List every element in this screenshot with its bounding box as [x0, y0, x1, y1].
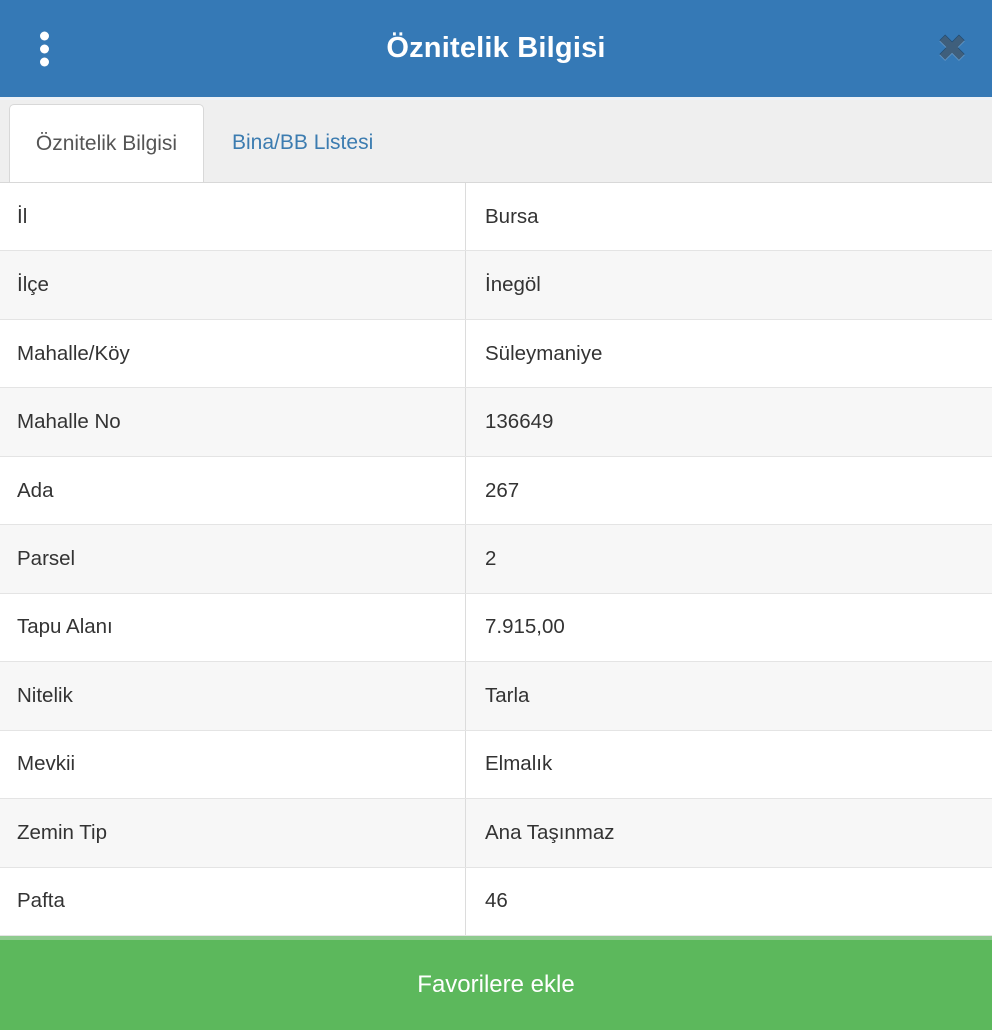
close-icon[interactable]: ✖ [936, 27, 968, 70]
attribute-value: Tarla [485, 683, 530, 707]
attribute-value: 46 [485, 889, 508, 913]
attribute-value: İnegöl [485, 273, 541, 297]
attribute-value: Ana Taşınmaz [485, 820, 615, 844]
tab-oznitelik-bilgisi[interactable]: Öznitelik Bilgisi [9, 104, 204, 182]
attribute-label: Nitelik [0, 662, 466, 730]
tab-bar: Öznitelik Bilgisi Bina/BB Listesi [0, 97, 992, 183]
attribute-label: Parsel [0, 525, 466, 593]
attribute-value: Elmalık [485, 752, 553, 776]
attribute-label: Zemin Tip [0, 799, 466, 867]
tab-bina-bb-listesi[interactable]: Bina/BB Listesi [204, 104, 401, 182]
attribute-label: Mahalle/Köy [0, 319, 466, 388]
add-to-favorites-button[interactable]: Favorilere ekle [0, 936, 992, 1030]
attribute-label: Mevkii [0, 730, 466, 799]
table-row: Mahalle/Köy Süleymaniye [0, 319, 992, 389]
attribute-value: Süleymaniye [485, 341, 603, 365]
attribute-label: Tapu Alanı [0, 593, 466, 662]
attribute-table: İl Bursa İlçe İnegöl Mahalle/Köy Süleymaniye M… [0, 183, 992, 936]
kebab-menu-icon[interactable] [40, 31, 49, 66]
attribute-label: Mahalle No [0, 388, 466, 456]
table-row: Tapu Alanı 7.915,00 [0, 593, 992, 663]
attribute-label: İlçe [0, 251, 466, 319]
table-row: İlçe İnegöl [0, 251, 992, 320]
attribute-label: Ada [0, 456, 466, 525]
tab-label: Öznitelik Bilgisi [35, 131, 178, 155]
attribute-label: İl [0, 183, 466, 251]
attribute-value: Bursa [485, 204, 539, 228]
attribute-value: 267 [485, 478, 520, 502]
dialog-title: Öznitelik Bilgisi [386, 32, 606, 64]
table-row: Pafta 46 [0, 867, 992, 936]
tab-label: Bina/BB Listesi [232, 131, 374, 154]
table-row: Ada 267 [0, 456, 992, 526]
attribute-value: 7.915,00 [485, 615, 565, 639]
dialog-header: Öznitelik Bilgisi ✖ [0, 0, 992, 97]
table-row: Mevkii Elmalık [0, 730, 992, 800]
table-row: Parsel 2 [0, 525, 992, 594]
attribute-value: 2 [485, 546, 497, 570]
table-row: Mahalle No 136649 [0, 388, 992, 457]
table-row: Nitelik Tarla [0, 662, 992, 731]
attribute-label: Pafta [0, 867, 466, 935]
table-row: İl Bursa [0, 183, 992, 252]
table-row: Zemin Tip Ana Taşınmaz [0, 799, 992, 868]
attribute-value: 136649 [485, 410, 554, 434]
